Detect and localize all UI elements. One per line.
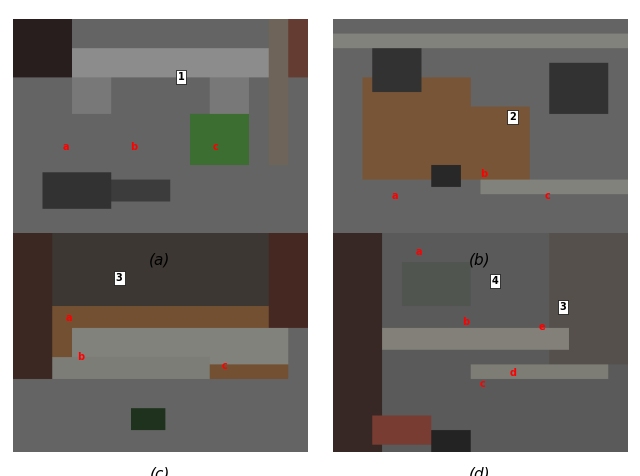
- Text: 3: 3: [116, 273, 123, 283]
- Text: c: c: [213, 142, 219, 152]
- Text: (c): (c): [150, 466, 170, 476]
- Text: 1: 1: [178, 72, 184, 82]
- Text: (b): (b): [469, 252, 491, 268]
- Text: a: a: [392, 190, 398, 200]
- Text: d: d: [509, 367, 516, 377]
- Text: c: c: [545, 190, 550, 200]
- Text: c: c: [480, 378, 486, 388]
- Text: b: b: [131, 142, 138, 152]
- Text: a: a: [66, 313, 72, 323]
- Text: 4: 4: [492, 276, 499, 286]
- Text: a: a: [63, 142, 69, 152]
- Text: (d): (d): [469, 466, 491, 476]
- Text: 2: 2: [509, 112, 516, 122]
- Text: c: c: [222, 361, 228, 371]
- Text: 3: 3: [559, 302, 566, 312]
- Text: b: b: [480, 169, 487, 178]
- Text: e: e: [539, 322, 545, 332]
- Text: b: b: [77, 352, 84, 362]
- Text: b: b: [462, 317, 470, 327]
- Text: a: a: [415, 247, 422, 257]
- Text: (a): (a): [149, 252, 171, 268]
